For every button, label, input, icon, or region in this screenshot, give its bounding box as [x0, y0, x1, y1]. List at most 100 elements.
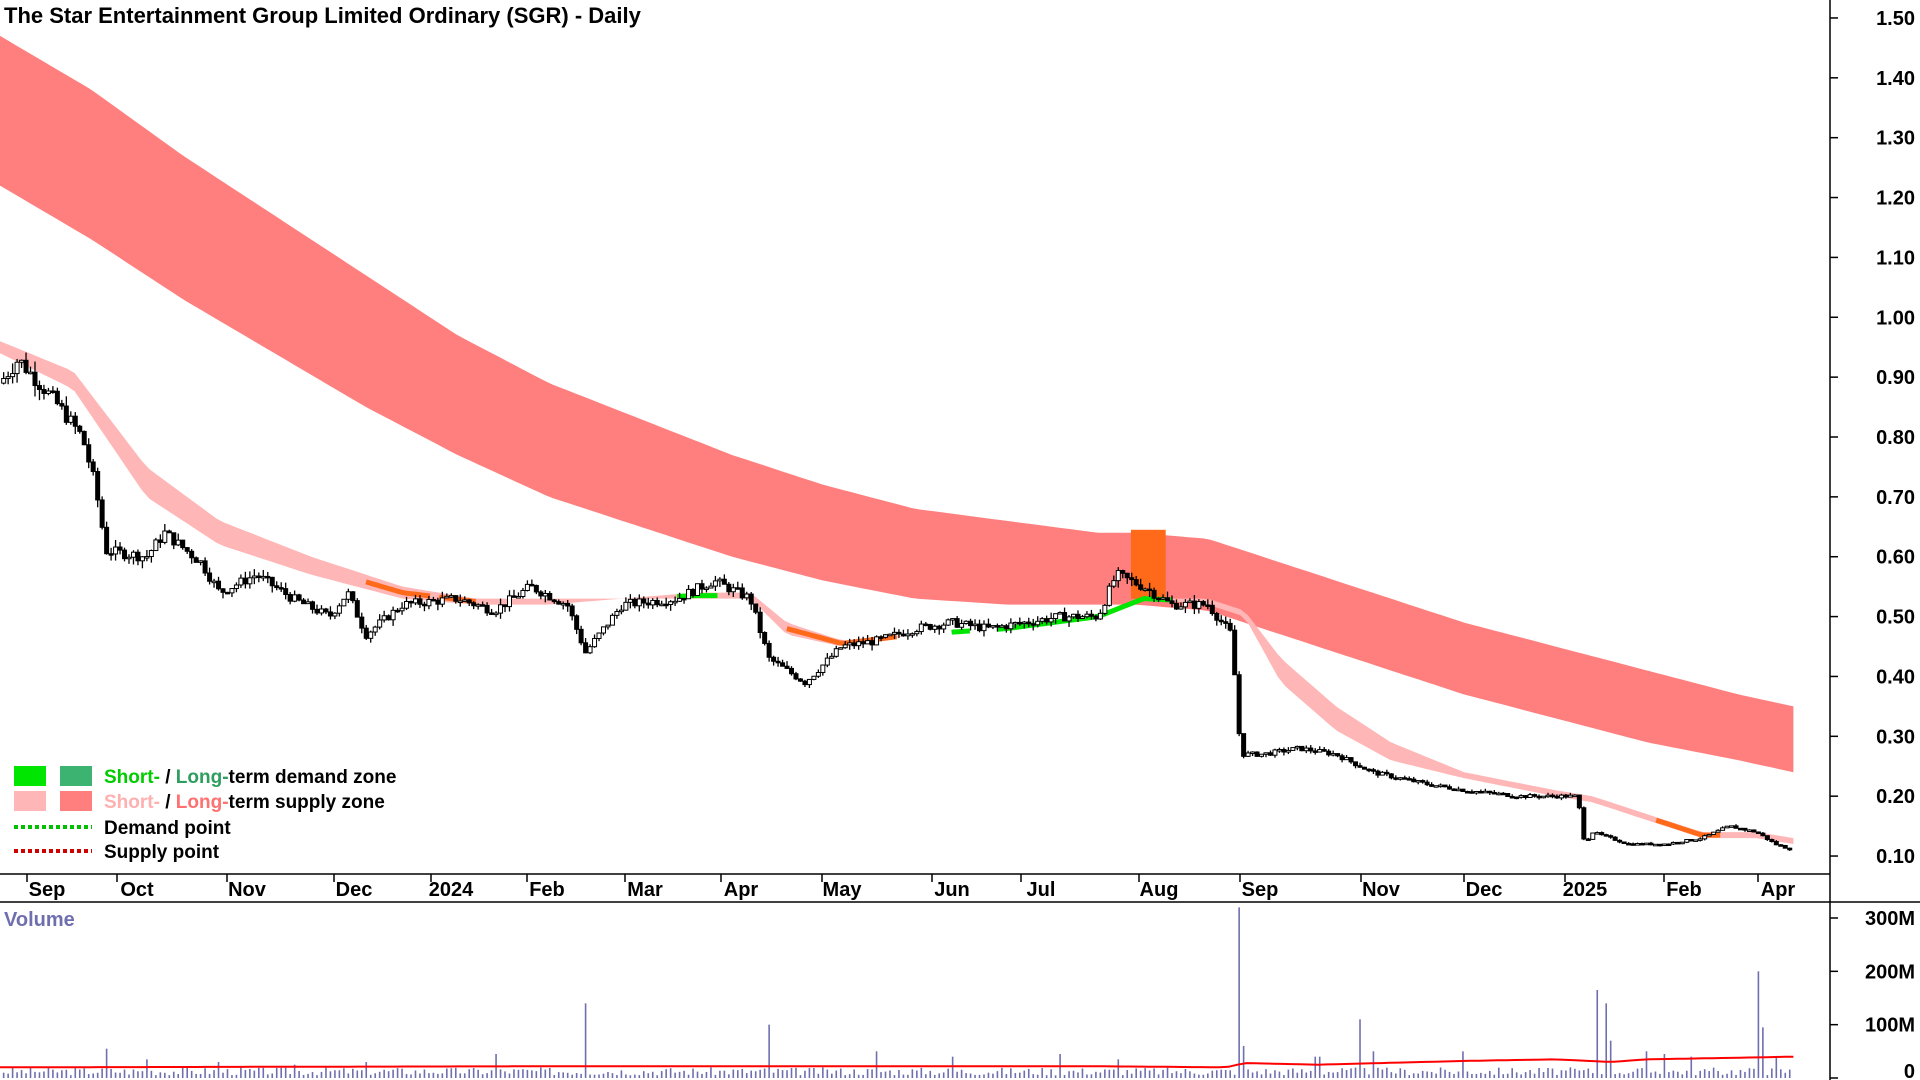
volume-tick-label: 100M: [1865, 1015, 1915, 1037]
candle-body: [1151, 589, 1157, 599]
candle-body: [90, 461, 96, 473]
candle-body: [1187, 600, 1193, 604]
candle-body: [336, 605, 342, 614]
candle-body: [1742, 827, 1748, 831]
candle-body: [1599, 832, 1605, 836]
candle-body: [1075, 613, 1081, 619]
candle-body: [104, 526, 110, 555]
candle-body: [1147, 588, 1153, 592]
candle-body: [327, 611, 333, 617]
candle-body: [63, 405, 69, 423]
volume-label: Volume: [4, 909, 75, 931]
candle-body: [1303, 747, 1309, 752]
candle-body: [1764, 835, 1770, 841]
candle-body: [256, 575, 262, 579]
candle-body: [1053, 613, 1059, 620]
candle-body: [900, 633, 906, 637]
candle-body: [1048, 618, 1054, 623]
candle-body: [771, 656, 777, 662]
candle-body: [1402, 777, 1408, 780]
price-tick-label: 1.30: [1876, 128, 1915, 150]
candle-body: [81, 430, 87, 446]
candle-body: [1420, 780, 1426, 783]
time-tick-label: Nov: [1362, 879, 1401, 901]
candle-body: [1782, 845, 1788, 849]
legend-short-demand-swatch: [14, 766, 46, 786]
candle-body: [1541, 795, 1547, 799]
candle-body: [883, 634, 889, 638]
candle-body: [68, 415, 74, 423]
candle-body: [216, 580, 222, 590]
candle-body: [1379, 771, 1385, 776]
candle-body: [1608, 835, 1614, 838]
candle-body: [1285, 749, 1291, 753]
time-tick-label: Dec: [1466, 879, 1503, 901]
candle-body: [1720, 827, 1726, 831]
time-tick-label: Sep: [29, 879, 66, 901]
candle-body: [1160, 597, 1166, 600]
candle-body: [1469, 791, 1475, 794]
candle-body: [1572, 794, 1578, 798]
time-tick-label: 2024: [429, 879, 474, 901]
candle-body: [909, 633, 915, 636]
candle-body: [1711, 831, 1717, 835]
candle-body: [318, 608, 324, 614]
price-tick-label: 0.10: [1876, 846, 1915, 868]
volume-bars: [2, 907, 1791, 1078]
candle-body: [815, 672, 821, 677]
candle-body: [426, 598, 432, 607]
legend-row-2: Short- / Long-term supply zone: [104, 792, 385, 813]
candle-body: [1536, 795, 1542, 799]
candle-body: [1272, 749, 1278, 756]
candle-body: [439, 597, 445, 605]
candle-body: [211, 580, 217, 584]
candle-body: [618, 609, 624, 613]
candle-body: [36, 385, 42, 390]
candle-body: [471, 602, 477, 607]
candle-body: [1124, 572, 1130, 579]
candle-body: [511, 595, 517, 598]
candle-body: [672, 600, 678, 604]
candle-body: [1724, 825, 1730, 829]
candle-body: [592, 637, 598, 648]
candle-body: [5, 376, 11, 379]
candle-body: [583, 642, 589, 654]
candle-body: [1594, 832, 1600, 835]
candle-body: [1675, 841, 1681, 845]
candle-body: [1778, 844, 1784, 847]
candle-body: [654, 599, 660, 606]
price-tick-label: 0.60: [1876, 547, 1915, 569]
candle-body: [918, 623, 924, 633]
candle-body: [1102, 604, 1108, 614]
candle-body: [699, 583, 705, 590]
candle-body: [802, 680, 808, 686]
candle-body: [242, 577, 248, 585]
candle-body: [1, 377, 7, 384]
candle-body: [1693, 839, 1699, 842]
candle-body: [1294, 745, 1300, 749]
candle-body: [869, 640, 875, 646]
candle-body: [395, 609, 401, 613]
candle-body: [533, 584, 539, 593]
candle-body: [1424, 781, 1430, 786]
candle-body: [780, 662, 786, 667]
legend-row-1: Short- / Long-term demand zone: [104, 767, 396, 788]
candle-body: [28, 371, 34, 375]
candle-body: [690, 588, 696, 597]
price-tick-label: 0.40: [1876, 666, 1915, 688]
candle-body: [404, 600, 410, 609]
candle-body: [565, 602, 571, 607]
price-axis-ticks: 1.50 1.40 1.30 1.20 1.10 1.00 0.90 0.80 0.70 0.60…: [1830, 8, 1915, 868]
candle-body: [345, 591, 351, 600]
candle-body: [959, 623, 965, 628]
time-tick-label: Feb: [1666, 879, 1702, 901]
candle-body: [1388, 773, 1394, 779]
candle-body: [1473, 790, 1479, 794]
time-tick-label: Oct: [120, 879, 154, 901]
candle-body: [157, 539, 163, 543]
candle-body: [1393, 777, 1399, 780]
candle-body: [896, 631, 902, 635]
candle-body: [1326, 750, 1332, 756]
candle-body: [1308, 747, 1314, 752]
candle-body: [359, 616, 365, 629]
